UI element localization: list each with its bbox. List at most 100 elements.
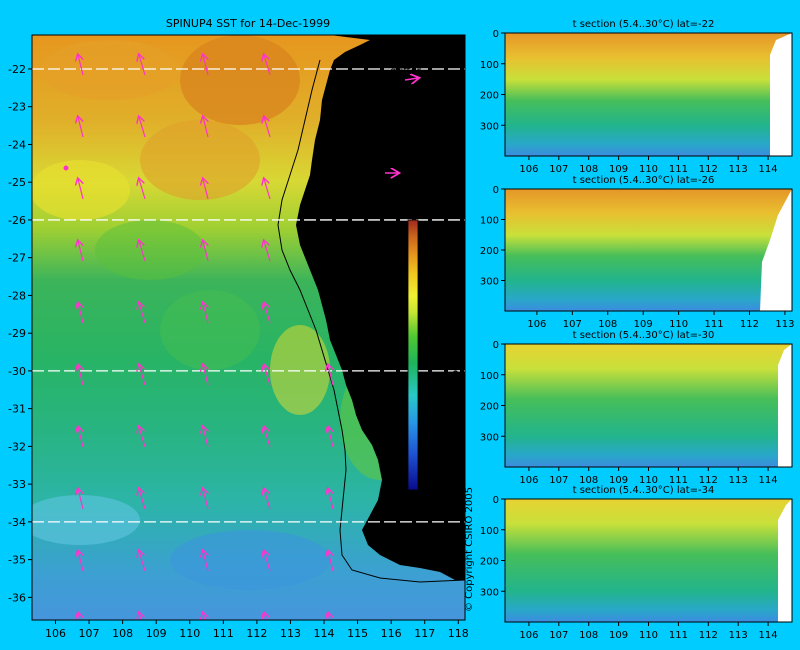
map-x-tick-label: 109 [146, 627, 167, 640]
wind-arrow [203, 489, 209, 510]
map-x-tick-label: 117 [414, 627, 435, 640]
map-y-tick-label: -24 [8, 138, 26, 151]
wind-arrow [203, 613, 208, 620]
sst-map [32, 35, 465, 620]
velocity-scale-3: 0.8 [396, 117, 412, 128]
section-field [505, 33, 792, 156]
wind-arrow [328, 613, 333, 620]
wind-arrow [203, 427, 209, 448]
map-x-tick-label: 108 [112, 627, 133, 640]
map-x-tick-label: 114 [314, 627, 335, 640]
cool-eddy [32, 495, 140, 545]
section-y-tick-label: 200 [480, 402, 499, 413]
wind-arrow [264, 179, 271, 200]
section-x-tick-label: 113 [729, 630, 748, 641]
section-x-tick-label: 112 [699, 475, 718, 486]
section-x-tick-label: 109 [634, 319, 653, 330]
section-y-tick-label: 100 [480, 371, 499, 382]
warm-eddy [40, 40, 180, 100]
wind-arrow [78, 241, 84, 262]
map-title: SPINUP4 SST for 14-Dec-1999 [166, 17, 330, 30]
colorbar-tick-label: 25 [423, 291, 436, 302]
colorbar-tick-label: 19 [423, 392, 436, 403]
colorbar-tick-label: 15 [423, 460, 436, 471]
map-y-tick-label: -23 [8, 101, 26, 114]
velocity-arrow-large: > [398, 126, 410, 142]
section-x-tick-label: 106 [519, 630, 538, 641]
wind-arrow [264, 303, 271, 324]
map-x-tick-label: 110 [179, 627, 200, 640]
colorbar-tick-label: 24 [423, 308, 436, 319]
wind-scale-label: 0.1 N/m2 [368, 176, 412, 189]
wind-arrow [139, 551, 146, 572]
land-mass [296, 35, 465, 580]
section-y-tick-label: 300 [480, 277, 499, 288]
section-lat-34: t section (5.4..30°C) lat=-34 106 107 108 10… [480, 485, 793, 641]
wind-arrow [328, 551, 334, 572]
map-x-tick-label: 111 [213, 627, 234, 640]
wind-arrow [264, 427, 271, 448]
wind-arrow [78, 179, 84, 200]
section-lat-30: t section (5.4..30°C) lat=-30 106 107 108 10… [480, 330, 793, 486]
wind-arrow [203, 117, 209, 138]
section-x-tick-label: 111 [705, 319, 724, 330]
drifter-label: drifter [390, 66, 422, 77]
section-x-tick-label: 113 [775, 319, 794, 330]
wind-arrow [264, 117, 271, 138]
map-x-tick-label: 107 [79, 627, 100, 640]
temperature-sections: t section (5.4..30°C) lat=-22 106 107 108 10… [480, 19, 795, 641]
section-x-tick-label: 111 [669, 630, 688, 641]
map-x-tick-label: 112 [246, 627, 267, 640]
wind-arrow [139, 55, 146, 76]
velocity-arrow-small: › [366, 129, 369, 138]
section-x-tick-label: 109 [609, 630, 628, 641]
wind-arrow [264, 241, 271, 262]
wind-arrow [264, 365, 271, 386]
section-title: t section (5.4..30°C) lat=-26 [573, 175, 715, 186]
wind-arrow [203, 365, 209, 386]
section-x-tick-label: 109 [609, 164, 628, 175]
section-y-tick-label: 100 [480, 526, 499, 537]
map-y-tick-label: -30 [8, 365, 26, 378]
wind-arrow [203, 179, 209, 200]
map-y-tick-label: -22 [8, 63, 26, 76]
copyright-text: © Copyright CSIRO 2005 [464, 487, 475, 612]
colorbar-tick-label: 27 [423, 257, 436, 268]
colorbar-tick-label: 28 [423, 240, 436, 251]
map-x-tick-label: 115 [347, 627, 368, 640]
section-x-tick-label: 107 [549, 630, 568, 641]
map-x-tick-label: 118 [448, 627, 469, 640]
colorbar-tick-label: 16 [423, 443, 436, 454]
map-y-tick-label: -35 [8, 554, 26, 567]
colorbar-tick-label: 18 [423, 409, 436, 420]
map-y-tick-label: -26 [8, 214, 26, 227]
colorbar-tick-label: 23 [423, 325, 436, 336]
section-x-tick-label: 114 [759, 164, 778, 175]
section-x-tick-label: 113 [729, 164, 748, 175]
map-x-tick-label: 113 [280, 627, 301, 640]
wind-arrow [139, 365, 146, 386]
section-bathymetry [778, 344, 792, 467]
section-x-tick-label: 107 [549, 164, 568, 175]
map-x-axis: 106 107 108 109 110 111 112 113 114 115 116 117 118 [45, 620, 469, 640]
section-x-tick-label: 108 [579, 164, 598, 175]
map-y-axis: -22 -23 -24 -25 -26 -27 -28 -29 -30 -31 -32 -33 -34 -… [8, 63, 32, 604]
wind-arrow [264, 55, 271, 76]
velocity-scale-2: 0.4 [378, 117, 394, 128]
section-x-tick-label: 107 [563, 319, 582, 330]
map-y-tick-label: -33 [8, 478, 26, 491]
cool-eddy [170, 530, 330, 590]
map-x-tick-label: 106 [45, 627, 66, 640]
drifter-marker [63, 165, 69, 171]
section-field [505, 344, 792, 467]
map-y-tick-label: -32 [8, 440, 26, 453]
colorbar-tick-label: 14 [423, 477, 436, 488]
wind-arrow [139, 427, 146, 448]
wind-arrow [78, 489, 84, 510]
section-x-tick-label: 108 [598, 319, 617, 330]
section-y-tick-label: 100 [480, 60, 499, 71]
wind-arrow [139, 241, 146, 262]
section-x-tick-label: 114 [759, 630, 778, 641]
section-y-tick-label: 200 [480, 246, 499, 257]
